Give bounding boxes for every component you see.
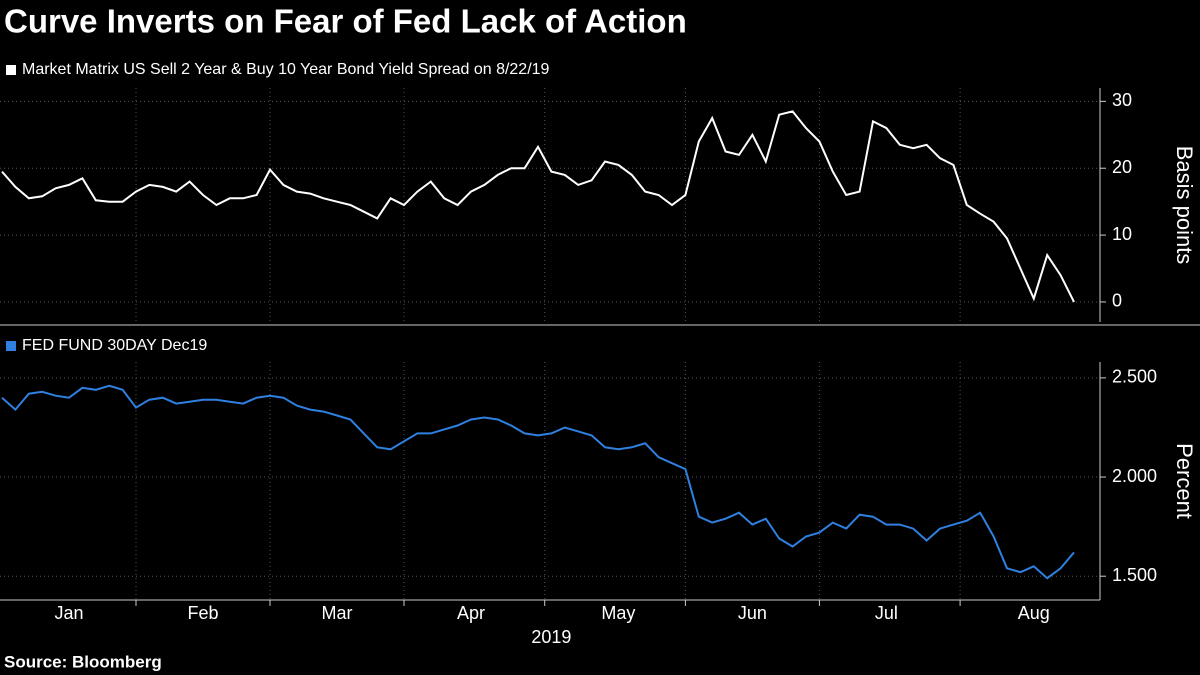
chart-title: Curve Inverts on Fear of Fed Lack of Act… bbox=[4, 3, 687, 40]
x-tick-label: Mar bbox=[322, 603, 353, 623]
y-tick-label: 20 bbox=[1112, 157, 1132, 177]
x-tick-label: Jun bbox=[738, 603, 767, 623]
y-tick-label: 2.500 bbox=[1112, 367, 1157, 387]
y-axis-label: Percent bbox=[1172, 443, 1197, 519]
x-tick-label: Aug bbox=[1018, 603, 1050, 623]
x-tick-label: Feb bbox=[187, 603, 218, 623]
y-tick-label: 10 bbox=[1112, 224, 1132, 244]
legend-label: FED FUND 30DAY Dec19 bbox=[22, 337, 207, 354]
legend-swatch bbox=[6, 65, 16, 75]
data-line bbox=[1, 384, 1075, 580]
x-tick-label: Jan bbox=[54, 603, 83, 623]
legend-label: Market Matrix US Sell 2 Year & Buy 10 Ye… bbox=[22, 61, 550, 78]
y-tick-label: 2.000 bbox=[1112, 466, 1157, 486]
data-line bbox=[1, 110, 1075, 303]
y-tick-label: 0 bbox=[1112, 291, 1122, 311]
source: Source: Bloomberg bbox=[4, 652, 162, 671]
y-tick-label: 30 bbox=[1112, 90, 1132, 110]
y-axis-label: Basis points bbox=[1172, 146, 1197, 265]
x-tick-label: May bbox=[601, 603, 635, 623]
x-tick-label: Apr bbox=[457, 603, 485, 623]
x-axis-label: 2019 bbox=[531, 627, 571, 647]
legend-swatch bbox=[6, 341, 16, 351]
y-tick-label: 1.500 bbox=[1112, 565, 1157, 585]
x-tick-label: Jul bbox=[875, 603, 898, 623]
